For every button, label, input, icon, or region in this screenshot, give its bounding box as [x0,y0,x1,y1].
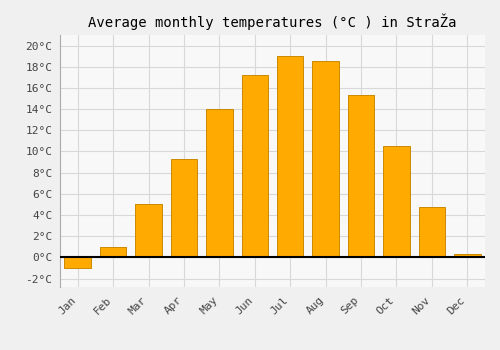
Bar [277,56,303,257]
Bar [136,204,162,257]
Bar [418,206,445,257]
Bar [242,75,268,257]
Bar [100,247,126,257]
Bar [348,95,374,257]
Bar [383,146,409,257]
Bar [170,159,197,257]
Bar [64,257,91,268]
Title: Average monthly temperatures (°C ) in StraŽa: Average monthly temperatures (°C ) in St… [88,13,457,30]
Bar [312,62,339,257]
Bar [206,109,233,257]
Bar [454,254,480,257]
